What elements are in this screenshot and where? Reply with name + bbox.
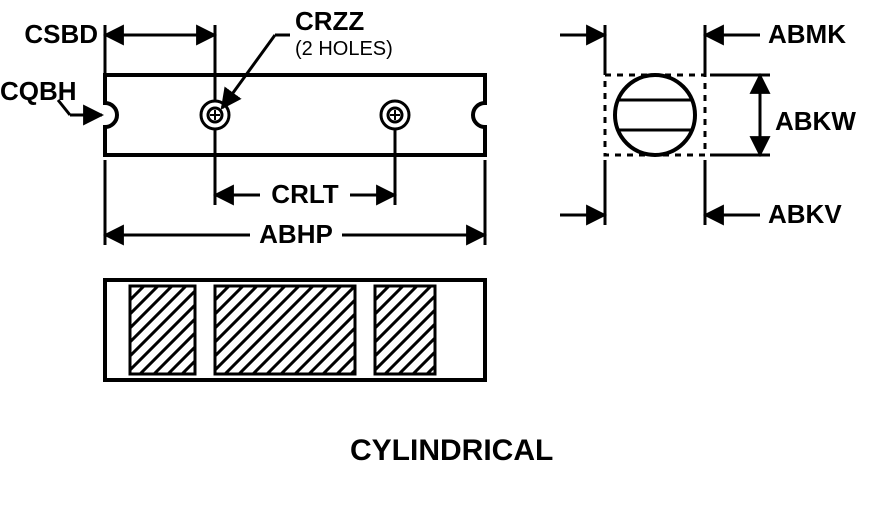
title-text: CYLINDRICAL <box>350 434 553 467</box>
dim-abkv: ABKV <box>560 160 842 229</box>
leader-cqbh: CQBH <box>0 76 102 115</box>
front-body-outline <box>105 75 485 155</box>
side-circle <box>615 75 695 155</box>
front-view <box>105 75 485 155</box>
label-abhp: ABHP <box>259 219 333 249</box>
label-abkw: ABKW <box>775 106 856 136</box>
label-crzz: CRZZ <box>295 6 364 36</box>
dim-abkw: ABKW <box>710 75 856 155</box>
label-csbd: CSBD <box>24 19 98 49</box>
dim-abmk: ABMK <box>560 19 846 75</box>
label-abkv: ABKV <box>768 199 842 229</box>
label-cqbh: CQBH <box>0 76 77 106</box>
label-abmk: ABMK <box>768 19 846 49</box>
section-view <box>42 280 515 380</box>
label-crlt: CRLT <box>271 179 339 209</box>
label-crzz-sub: (2 HOLES) <box>295 38 393 60</box>
side-view <box>600 75 710 155</box>
